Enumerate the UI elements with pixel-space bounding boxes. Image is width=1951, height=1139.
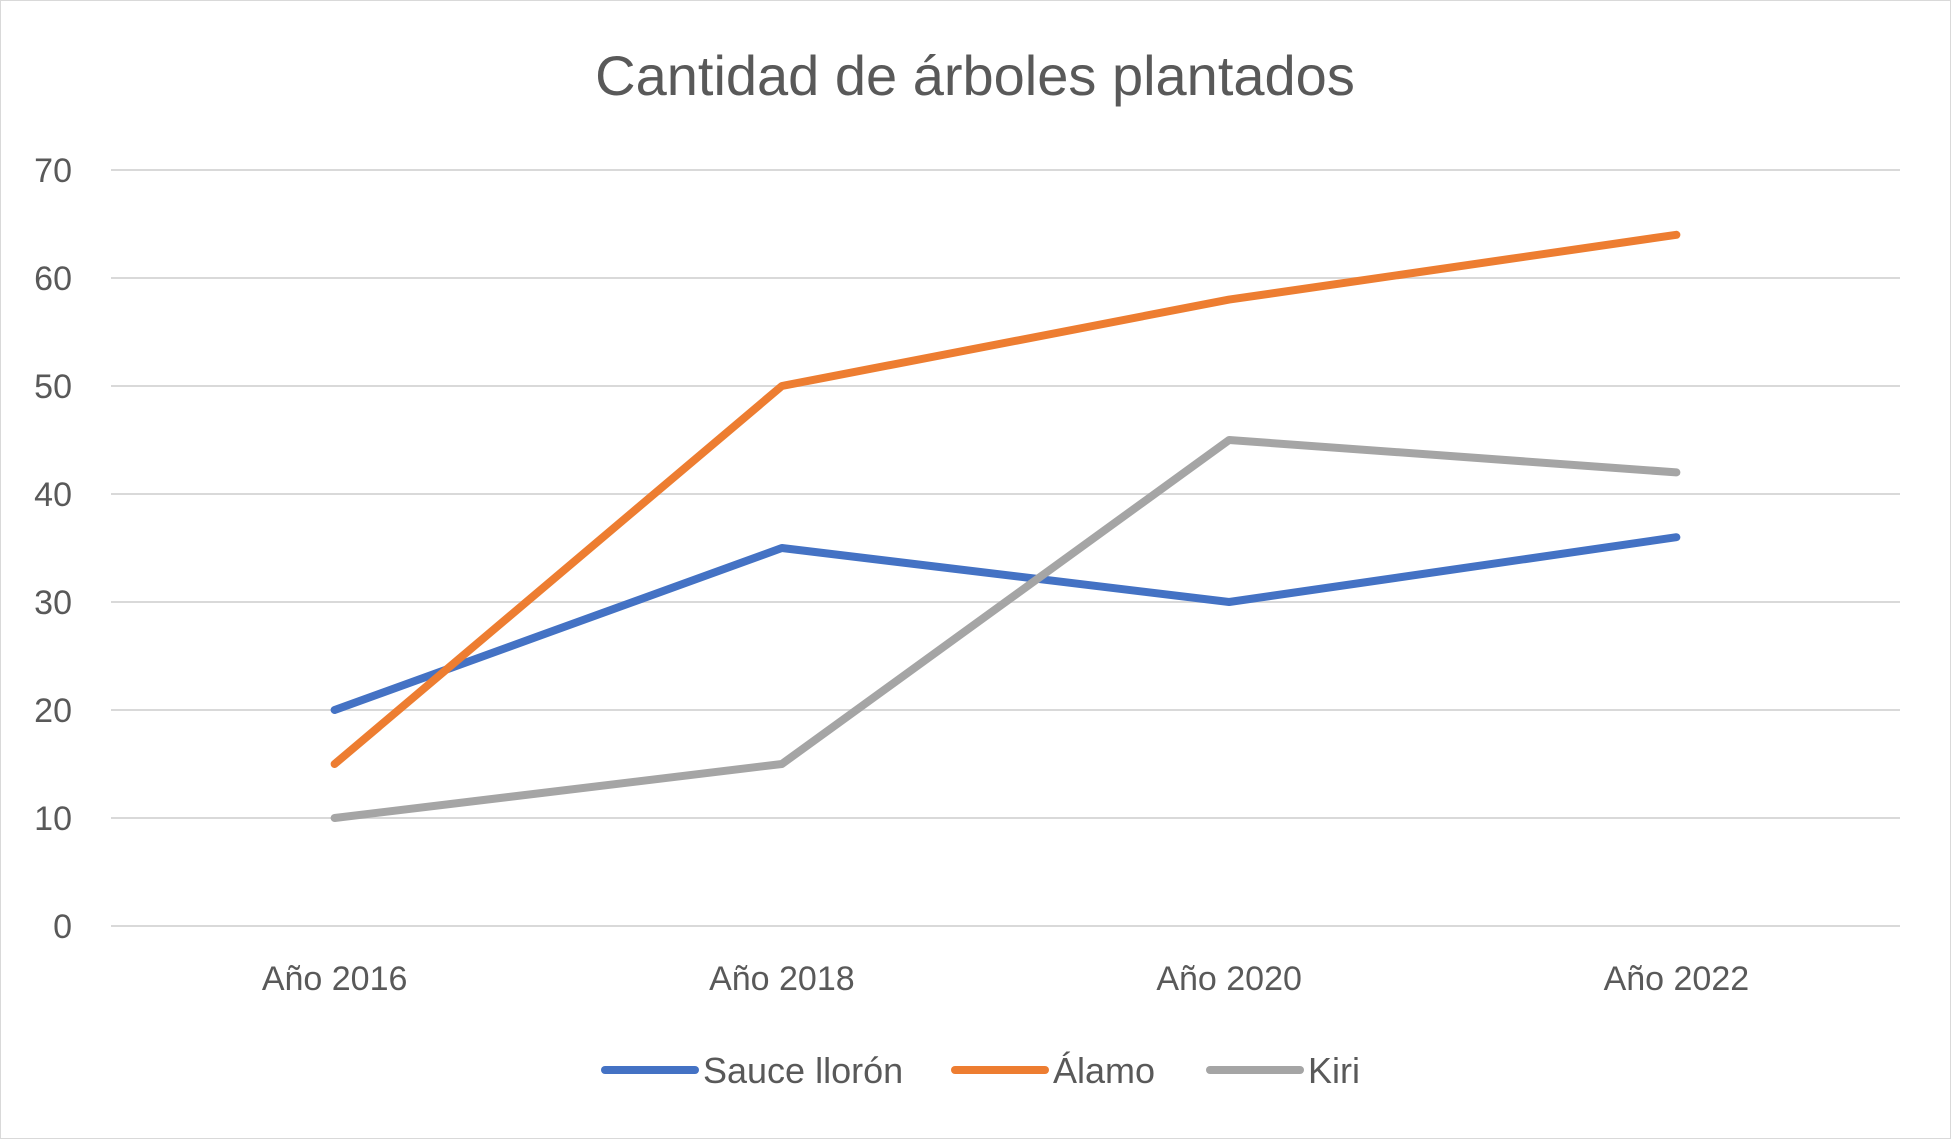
legend: Sauce llorón Álamo Kiri bbox=[601, 1050, 1360, 1091]
x-tick-label: Año 2020 bbox=[1156, 960, 1302, 998]
series-line bbox=[330, 533, 1681, 714]
legend-label: Sauce llorón bbox=[703, 1050, 903, 1091]
legend-label: Álamo bbox=[1053, 1050, 1155, 1091]
x-tick-label: Año 2016 bbox=[262, 960, 408, 998]
y-tick-label: 40 bbox=[34, 476, 72, 514]
x-tick-label: Año 2018 bbox=[709, 960, 855, 998]
y-tick-label: 20 bbox=[34, 692, 72, 730]
series-lines bbox=[330, 230, 1681, 822]
y-tick-label: 70 bbox=[34, 152, 72, 190]
y-axis-tick-labels: 0 10 20 30 40 50 60 70 bbox=[34, 152, 72, 946]
y-tick-label: 60 bbox=[34, 260, 72, 298]
gridlines bbox=[111, 169, 1900, 927]
chart-title: Cantidad de árboles plantados bbox=[595, 44, 1355, 107]
y-tick-label: 30 bbox=[34, 584, 72, 622]
y-tick-label: 0 bbox=[53, 908, 72, 946]
y-tick-label: 50 bbox=[34, 368, 72, 406]
x-axis-tick-labels: Año 2016 Año 2018 Año 2020 Año 2022 bbox=[262, 960, 1749, 998]
x-tick-label: Año 2022 bbox=[1604, 960, 1750, 998]
legend-label: Kiri bbox=[1308, 1050, 1360, 1091]
series-line bbox=[330, 436, 1681, 822]
series-line bbox=[330, 230, 1681, 768]
y-tick-label: 10 bbox=[34, 800, 72, 838]
